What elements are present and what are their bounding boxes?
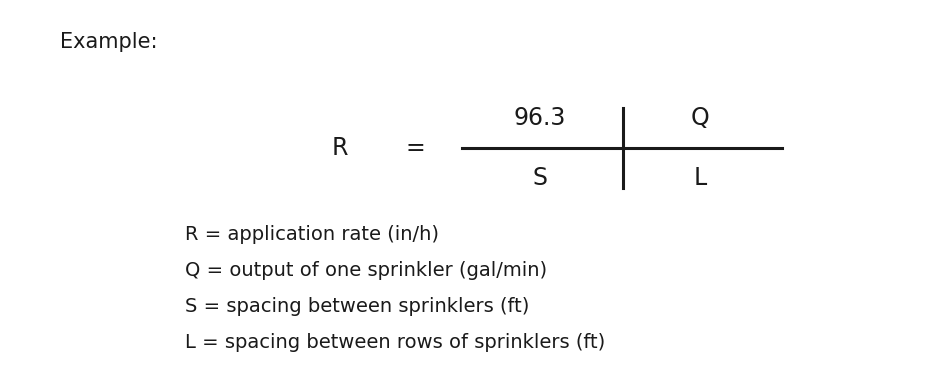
Text: L: L [694,166,707,190]
Text: S = spacing between sprinklers (ft): S = spacing between sprinklers (ft) [185,297,529,316]
Text: =: = [405,136,425,160]
Text: Q: Q [691,106,710,130]
Text: Q = output of one sprinkler (gal/min): Q = output of one sprinkler (gal/min) [185,261,547,280]
Text: L = spacing between rows of sprinklers (ft): L = spacing between rows of sprinklers (… [185,333,605,352]
Text: R: R [332,136,348,160]
Text: 96.3: 96.3 [513,106,566,130]
Text: S: S [533,166,548,190]
Text: Example:: Example: [60,32,157,52]
Text: R = application rate (in/h): R = application rate (in/h) [185,225,439,244]
